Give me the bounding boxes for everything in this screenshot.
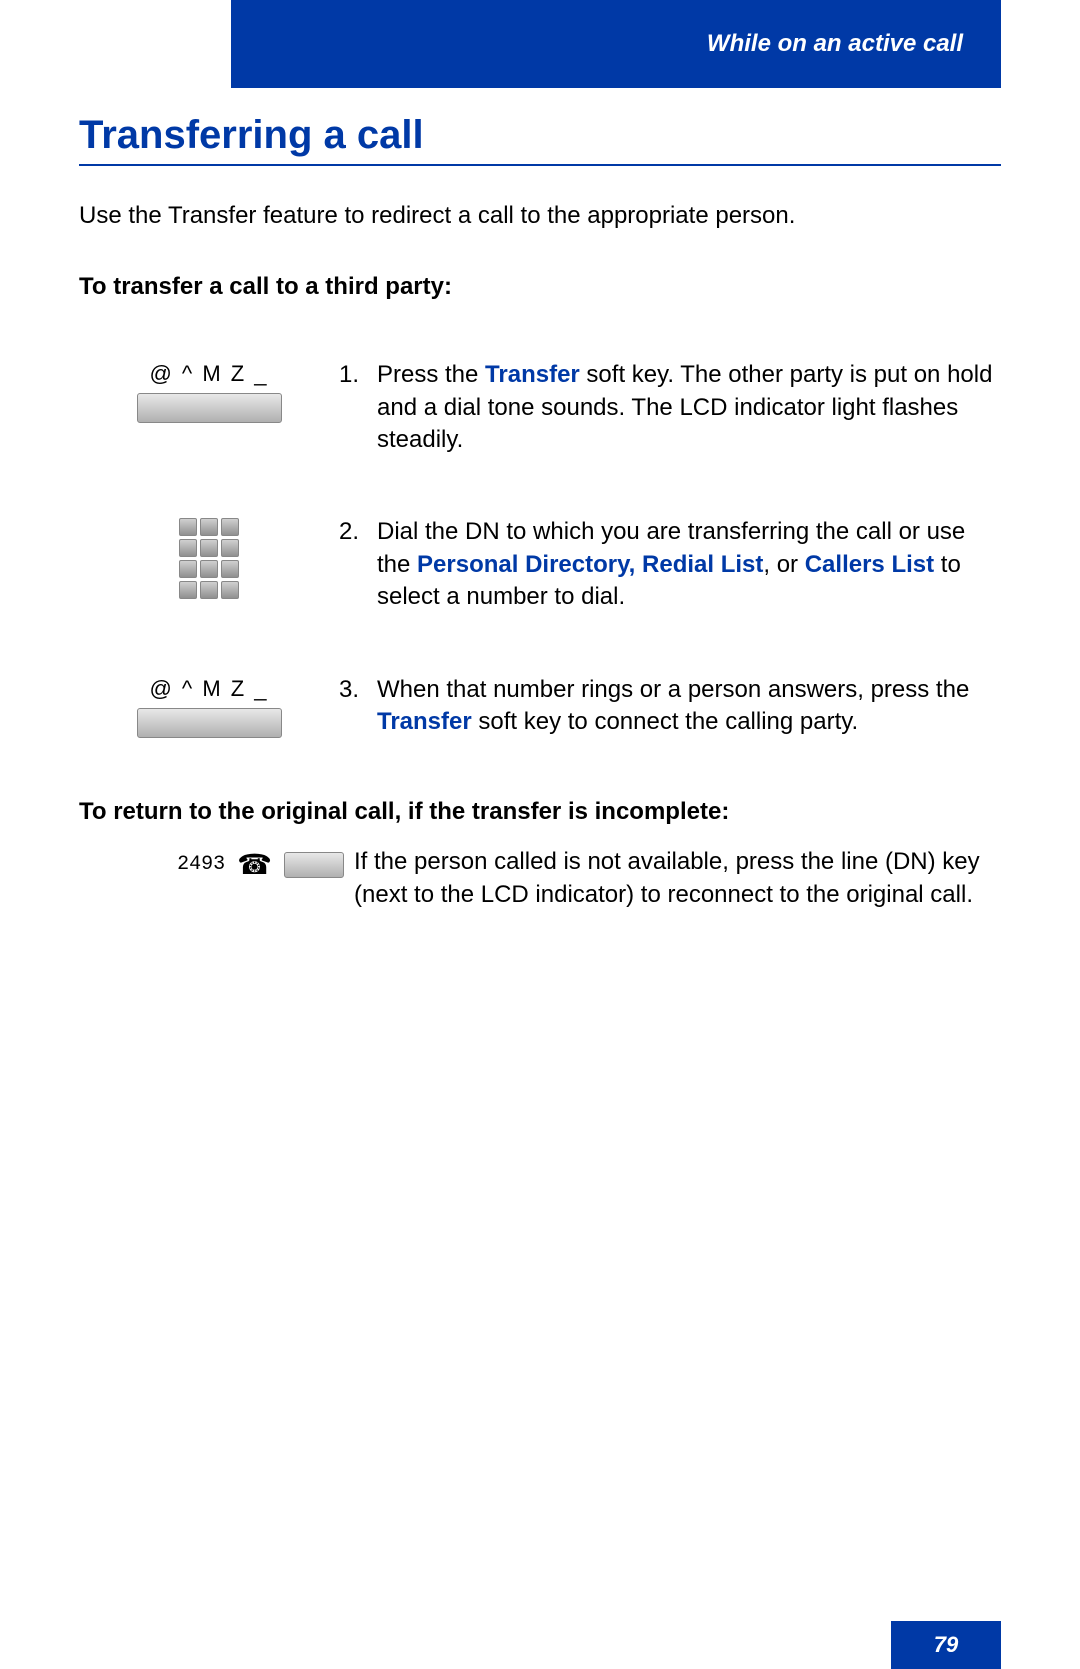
- line-key-row: 2493 ☎: [177, 848, 344, 881]
- step-body: Dial the DN to which you are transferrin…: [377, 516, 1001, 613]
- header-section-tab: While on an active call: [231, 0, 1001, 88]
- step-2-text: 2. Dial the DN to which you are transfer…: [339, 516, 1001, 613]
- return-body: If the person called is not available, p…: [354, 846, 1001, 911]
- step-number: 3.: [339, 674, 377, 739]
- return-text: If the person called is not available, p…: [354, 846, 1001, 911]
- footer-page-tab: 79: [891, 1621, 1001, 1669]
- step-row-3: @ ^ M Z _ 3. When that number rings or a…: [79, 674, 1001, 739]
- keypad-icon: [179, 518, 239, 599]
- step-3-text: 3. When that number rings or a person an…: [339, 674, 1001, 739]
- line-key-button-icon: [284, 852, 344, 878]
- dn-number-label: 2493: [177, 853, 225, 876]
- phone-icon: ☎: [237, 848, 272, 881]
- header-section-title: While on an active call: [707, 30, 963, 58]
- softkey-illustration: @ ^ M Z _: [79, 674, 339, 738]
- softkey-button-icon: [137, 708, 282, 738]
- subhead-return: To return to the original call, if the t…: [79, 798, 1001, 826]
- return-row: 2493 ☎ If the person called is not avail…: [79, 846, 1001, 911]
- transfer-keyword: Transfer: [377, 708, 472, 735]
- transfer-keyword: Transfer: [485, 361, 580, 388]
- softkey-glyph-label: @ ^ M Z _: [149, 361, 268, 387]
- page-content: Transferring a call Use the Transfer fea…: [79, 113, 1001, 971]
- step-row-1: @ ^ M Z _ 1. Press the Transfer soft key…: [79, 359, 1001, 456]
- line-key-illustration: 2493 ☎: [79, 846, 354, 881]
- step-number: 1.: [339, 359, 377, 456]
- callers-list-keyword: Callers List: [805, 551, 934, 578]
- step-1-text: 1. Press the Transfer soft key. The othe…: [339, 359, 1001, 456]
- intro-paragraph: Use the Transfer feature to redirect a c…: [79, 200, 1001, 231]
- softkey-glyph-label: @ ^ M Z _: [149, 676, 268, 702]
- softkey-button-icon: [137, 393, 282, 423]
- step-row-2: 2. Dial the DN to which you are transfer…: [79, 516, 1001, 613]
- keypad-illustration: [79, 516, 339, 599]
- subhead-transfer: To transfer a call to a third party:: [79, 273, 1001, 301]
- step-body: When that number rings or a person answe…: [377, 674, 1001, 739]
- softkey-illustration: @ ^ M Z _: [79, 359, 339, 423]
- page-number: 79: [934, 1632, 958, 1658]
- directory-keyword: Personal Directory, Redial List: [417, 551, 763, 578]
- page-title: Transferring a call: [79, 113, 1001, 166]
- step-body: Press the Transfer soft key. The other p…: [377, 359, 1001, 456]
- step-number: 2.: [339, 516, 377, 613]
